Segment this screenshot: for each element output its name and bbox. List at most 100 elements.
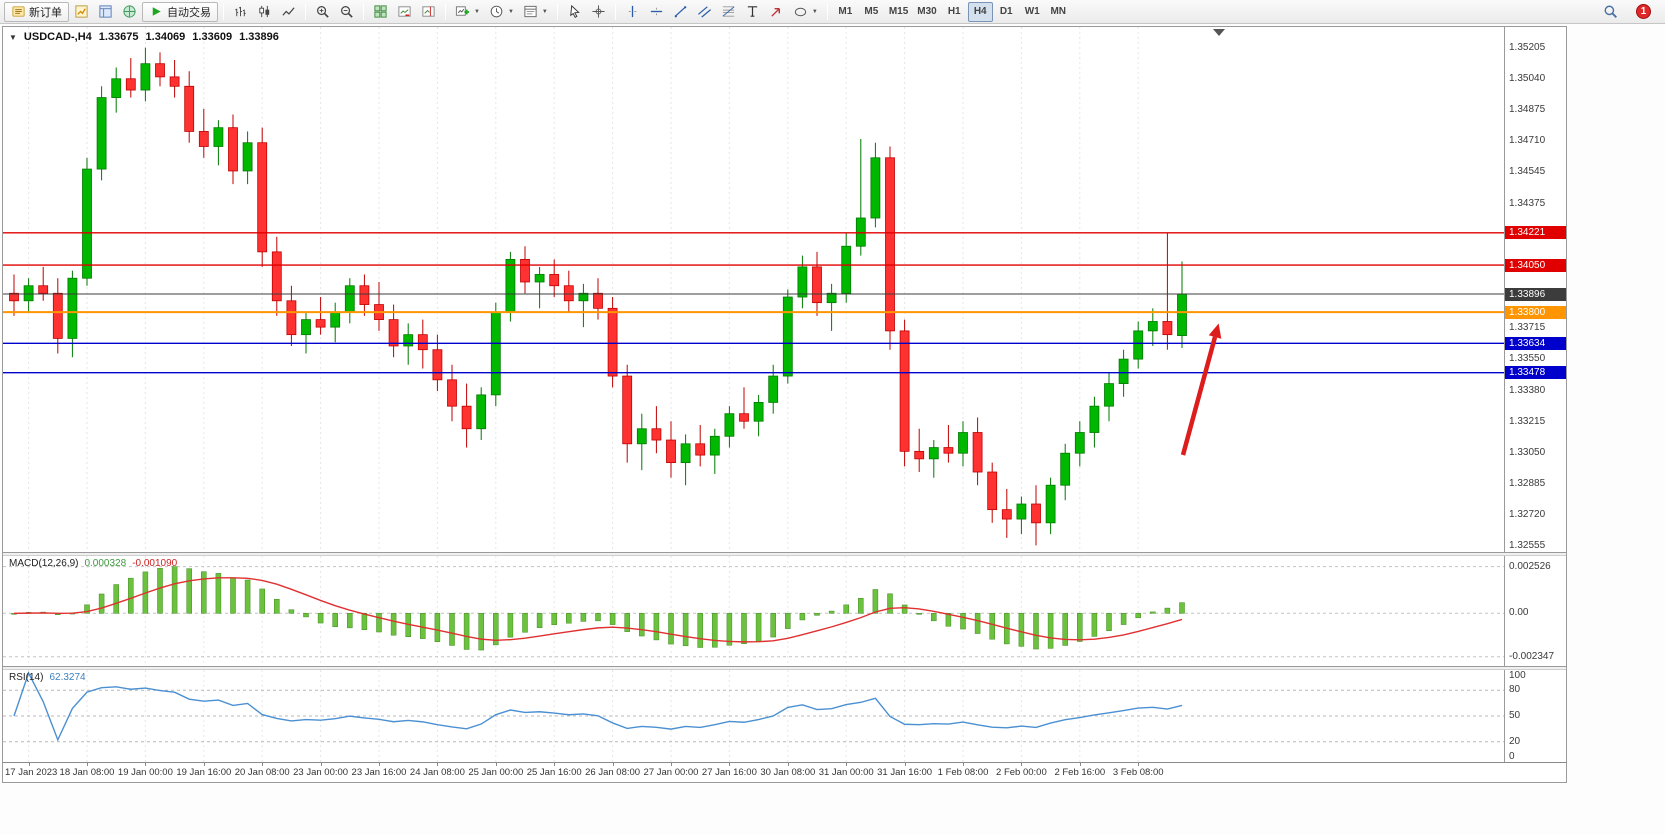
chart-shift-button[interactable] [417, 2, 440, 22]
candle [870, 157, 881, 219]
shapes-button[interactable]: ▼ [789, 2, 822, 22]
arrow-tool-button[interactable] [765, 2, 788, 22]
time-axis-tick [1021, 763, 1023, 766]
macd-axis: 0.002526 0.00 -0.002347 [1504, 556, 1566, 666]
macd-histogram-bar [785, 613, 791, 629]
zoom-out-button[interactable] [335, 2, 358, 22]
bar-chart-button[interactable] [229, 2, 252, 22]
market-watch-button[interactable] [70, 2, 93, 22]
tf-h1-button[interactable]: H1 [942, 2, 967, 22]
tf-mn-button[interactable]: MN [1046, 2, 1071, 22]
channel-button[interactable] [693, 2, 716, 22]
macd-histogram-bar [712, 613, 718, 648]
horizontal-line-button[interactable] [645, 2, 668, 22]
time-axis-tick [437, 763, 439, 766]
macd-histogram-bar [317, 613, 324, 624]
vertical-line-button[interactable] [621, 2, 644, 22]
tf-m5-button[interactable]: M5 [859, 2, 884, 22]
tf-h4-button[interactable]: H4 [967, 1, 993, 22]
candle [52, 292, 63, 339]
time-axis-tick [87, 763, 88, 766]
data-window-button[interactable] [94, 2, 117, 22]
trendline-button[interactable] [669, 2, 692, 22]
autotrading-button[interactable]: 自动交易 [142, 1, 218, 22]
line-chart-button[interactable] [277, 2, 300, 22]
candle [826, 292, 837, 304]
tf-m1-button[interactable]: M1 [833, 2, 858, 22]
macd-label: MACD(12,26,9) 0.000328 -0.001090 [9, 558, 177, 569]
time-axis-label: 23 Jan 16:00 [351, 767, 407, 778]
macd-histogram-bar [828, 610, 835, 614]
alerts-badge[interactable]: 1 [1636, 4, 1651, 19]
panel-separator[interactable] [3, 666, 1566, 670]
macd-histogram-bar [449, 613, 455, 646]
tf-m30-button[interactable]: M30 [913, 2, 940, 22]
macd-histogram-bar [960, 613, 966, 630]
price-axis-label: 1.34545 [1509, 165, 1546, 177]
search-button[interactable] [1599, 2, 1622, 22]
time-axis-tick [379, 763, 380, 766]
time-axis-tick [1079, 763, 1081, 766]
price-chart-canvas[interactable] [3, 27, 1505, 552]
rsi-line [13, 671, 1183, 742]
symbol-dropdown-icon[interactable]: ▼ [9, 32, 17, 42]
macd-histogram-bar [1179, 602, 1185, 614]
new-chart-button[interactable]: ▼ [451, 2, 484, 22]
text-tool-button[interactable] [741, 2, 764, 22]
templates-button[interactable]: ▼ [519, 2, 552, 22]
crosshair-button[interactable] [587, 2, 610, 22]
new-order-button[interactable]: 新订单 [4, 1, 69, 22]
fibonacci-button[interactable] [717, 2, 740, 22]
macd-panel[interactable]: MACD(12,26,9) 0.000328 -0.001090 0.00252… [3, 556, 1566, 666]
pivot-line-badge: 1.33800 [1505, 305, 1566, 319]
rsi-label: RSI(14) 62.3274 [9, 672, 86, 683]
macd-histogram-bar [1106, 613, 1112, 631]
cursor-button[interactable] [563, 2, 586, 22]
chart-shift-icon [421, 4, 436, 19]
macd-signal-value: -0.001090 [132, 558, 178, 569]
macd-axis-label: 0.002526 [1509, 560, 1551, 572]
macd-signal-line [13, 577, 1183, 643]
tile-windows-button[interactable] [369, 2, 392, 22]
periods-button[interactable]: ▼ [485, 2, 518, 22]
auto-scroll-button[interactable] [393, 2, 416, 22]
toolbar-separator [445, 3, 446, 20]
autotrading-button-label: 自动交易 [167, 6, 211, 19]
rsi-panel[interactable]: RSI(14) 62.3274 100 80 50 20 0 [3, 670, 1566, 762]
candle [680, 443, 691, 464]
macd-histogram-bar [624, 613, 630, 632]
price-panel[interactable]: ▼ USDCAD-,H4 1.33675 1.34069 1.33609 1.3… [3, 27, 1566, 552]
candle [768, 375, 779, 403]
zoom-in-button[interactable] [311, 2, 334, 22]
macd-histogram-bar [609, 613, 616, 625]
macd-histogram-bar [697, 613, 703, 648]
time-axis-tick [28, 763, 30, 766]
candle [1147, 321, 1158, 332]
toolbar: 新订单 自动交易 ▼ ▼ ▼ ▼ M1 M5 M15 M30 H1 H4 D1 W1 MN 1 [0, 0, 1665, 24]
tf-d1-button[interactable]: D1 [994, 2, 1019, 22]
macd-histogram-bar [814, 613, 820, 616]
candlestick-chart-button[interactable] [253, 2, 276, 22]
candle [914, 450, 925, 460]
tf-m15-button[interactable]: M15 [885, 2, 912, 22]
candle [271, 251, 282, 302]
navigator-button[interactable] [118, 2, 141, 22]
annotation-arrow[interactable] [1180, 336, 1218, 456]
time-axis-label: 20 Jan 08:00 [234, 767, 290, 778]
tf-w1-button[interactable]: W1 [1020, 2, 1045, 22]
macd-histogram-bar [858, 598, 864, 614]
tf-h1-button-label: H1 [947, 6, 961, 17]
search-icon [1603, 4, 1618, 19]
channel-icon [697, 4, 712, 19]
chart-shift-marker[interactable] [1213, 29, 1225, 36]
time-axis-label: 23 Jan 00:00 [293, 767, 349, 778]
crosshair-icon [591, 4, 606, 19]
candle [578, 292, 589, 302]
candle [666, 439, 676, 464]
macd-histogram-bar [361, 613, 368, 631]
text-tool-icon [745, 4, 760, 19]
macd-histogram-bar [682, 613, 689, 647]
candle [23, 285, 34, 302]
panel-separator[interactable] [3, 552, 1566, 556]
macd-histogram-bar [1164, 607, 1171, 614]
